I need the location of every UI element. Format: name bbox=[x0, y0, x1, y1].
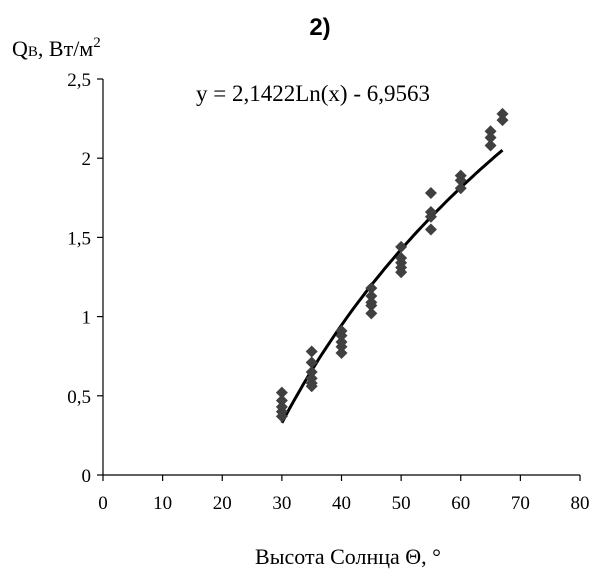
data-point bbox=[335, 329, 348, 342]
y-tick-label: 2,5 bbox=[67, 70, 91, 91]
data-point bbox=[424, 223, 437, 236]
data-point bbox=[335, 347, 348, 360]
x-tick-label: 50 bbox=[392, 493, 411, 514]
y-tick-label: 1 bbox=[82, 308, 92, 329]
y-axis-title: QB, Вт/м2 bbox=[12, 35, 101, 61]
x-tick-label: 30 bbox=[272, 493, 291, 514]
data-point bbox=[305, 345, 318, 358]
y-tick-label: 0 bbox=[82, 466, 92, 487]
x-tick-label: 70 bbox=[511, 493, 530, 514]
data-point bbox=[484, 139, 497, 152]
data-point bbox=[395, 266, 408, 279]
y-axis-title-rest: , Вт/м bbox=[38, 36, 93, 61]
data-point bbox=[484, 131, 497, 144]
y-axis-title-main: Q bbox=[12, 36, 28, 61]
data-point bbox=[335, 340, 348, 353]
x-ticks: 0 10 20 30 40 50 60 70 80 bbox=[98, 475, 590, 514]
x-tick-label: 20 bbox=[213, 493, 232, 514]
data-point bbox=[365, 307, 378, 320]
data-point bbox=[484, 125, 497, 138]
trendline-equation: y = 2,1422Ln(x) - 6,9563 bbox=[196, 81, 430, 106]
axes bbox=[102, 79, 580, 476]
x-tick-label: 40 bbox=[332, 493, 351, 514]
x-tick-label: 10 bbox=[153, 493, 172, 514]
data-point bbox=[365, 282, 378, 295]
data-point bbox=[365, 299, 378, 312]
data-point bbox=[454, 174, 467, 187]
data-point bbox=[305, 356, 318, 369]
x-tick-label: 0 bbox=[98, 493, 108, 514]
y-ticks: 0 0,5 1 1,5 2 2,5 bbox=[67, 70, 103, 487]
data-points bbox=[275, 107, 509, 423]
y-axis-title-sup: 2 bbox=[93, 35, 101, 51]
x-axis-title: Высота Солнца Θ, ° bbox=[255, 544, 441, 569]
x-tick-label: 60 bbox=[451, 493, 470, 514]
panel-label: 2) bbox=[309, 14, 331, 41]
data-point bbox=[424, 187, 437, 200]
data-point bbox=[454, 182, 467, 195]
data-point bbox=[365, 290, 378, 303]
data-point bbox=[275, 394, 288, 407]
trendline bbox=[280, 148, 504, 424]
data-point bbox=[275, 386, 288, 399]
y-tick-label: 1,5 bbox=[67, 228, 91, 249]
data-point bbox=[305, 366, 318, 379]
y-tick-label: 2 bbox=[82, 149, 92, 170]
y-tick-label: 0,5 bbox=[67, 387, 91, 408]
data-point bbox=[496, 107, 509, 120]
data-point bbox=[395, 240, 408, 253]
data-point bbox=[305, 380, 318, 393]
y-axis-title-sub: B bbox=[28, 44, 38, 60]
x-tick-label: 80 bbox=[571, 493, 590, 514]
data-point bbox=[424, 210, 437, 223]
data-point bbox=[496, 114, 509, 127]
data-point bbox=[275, 410, 288, 423]
